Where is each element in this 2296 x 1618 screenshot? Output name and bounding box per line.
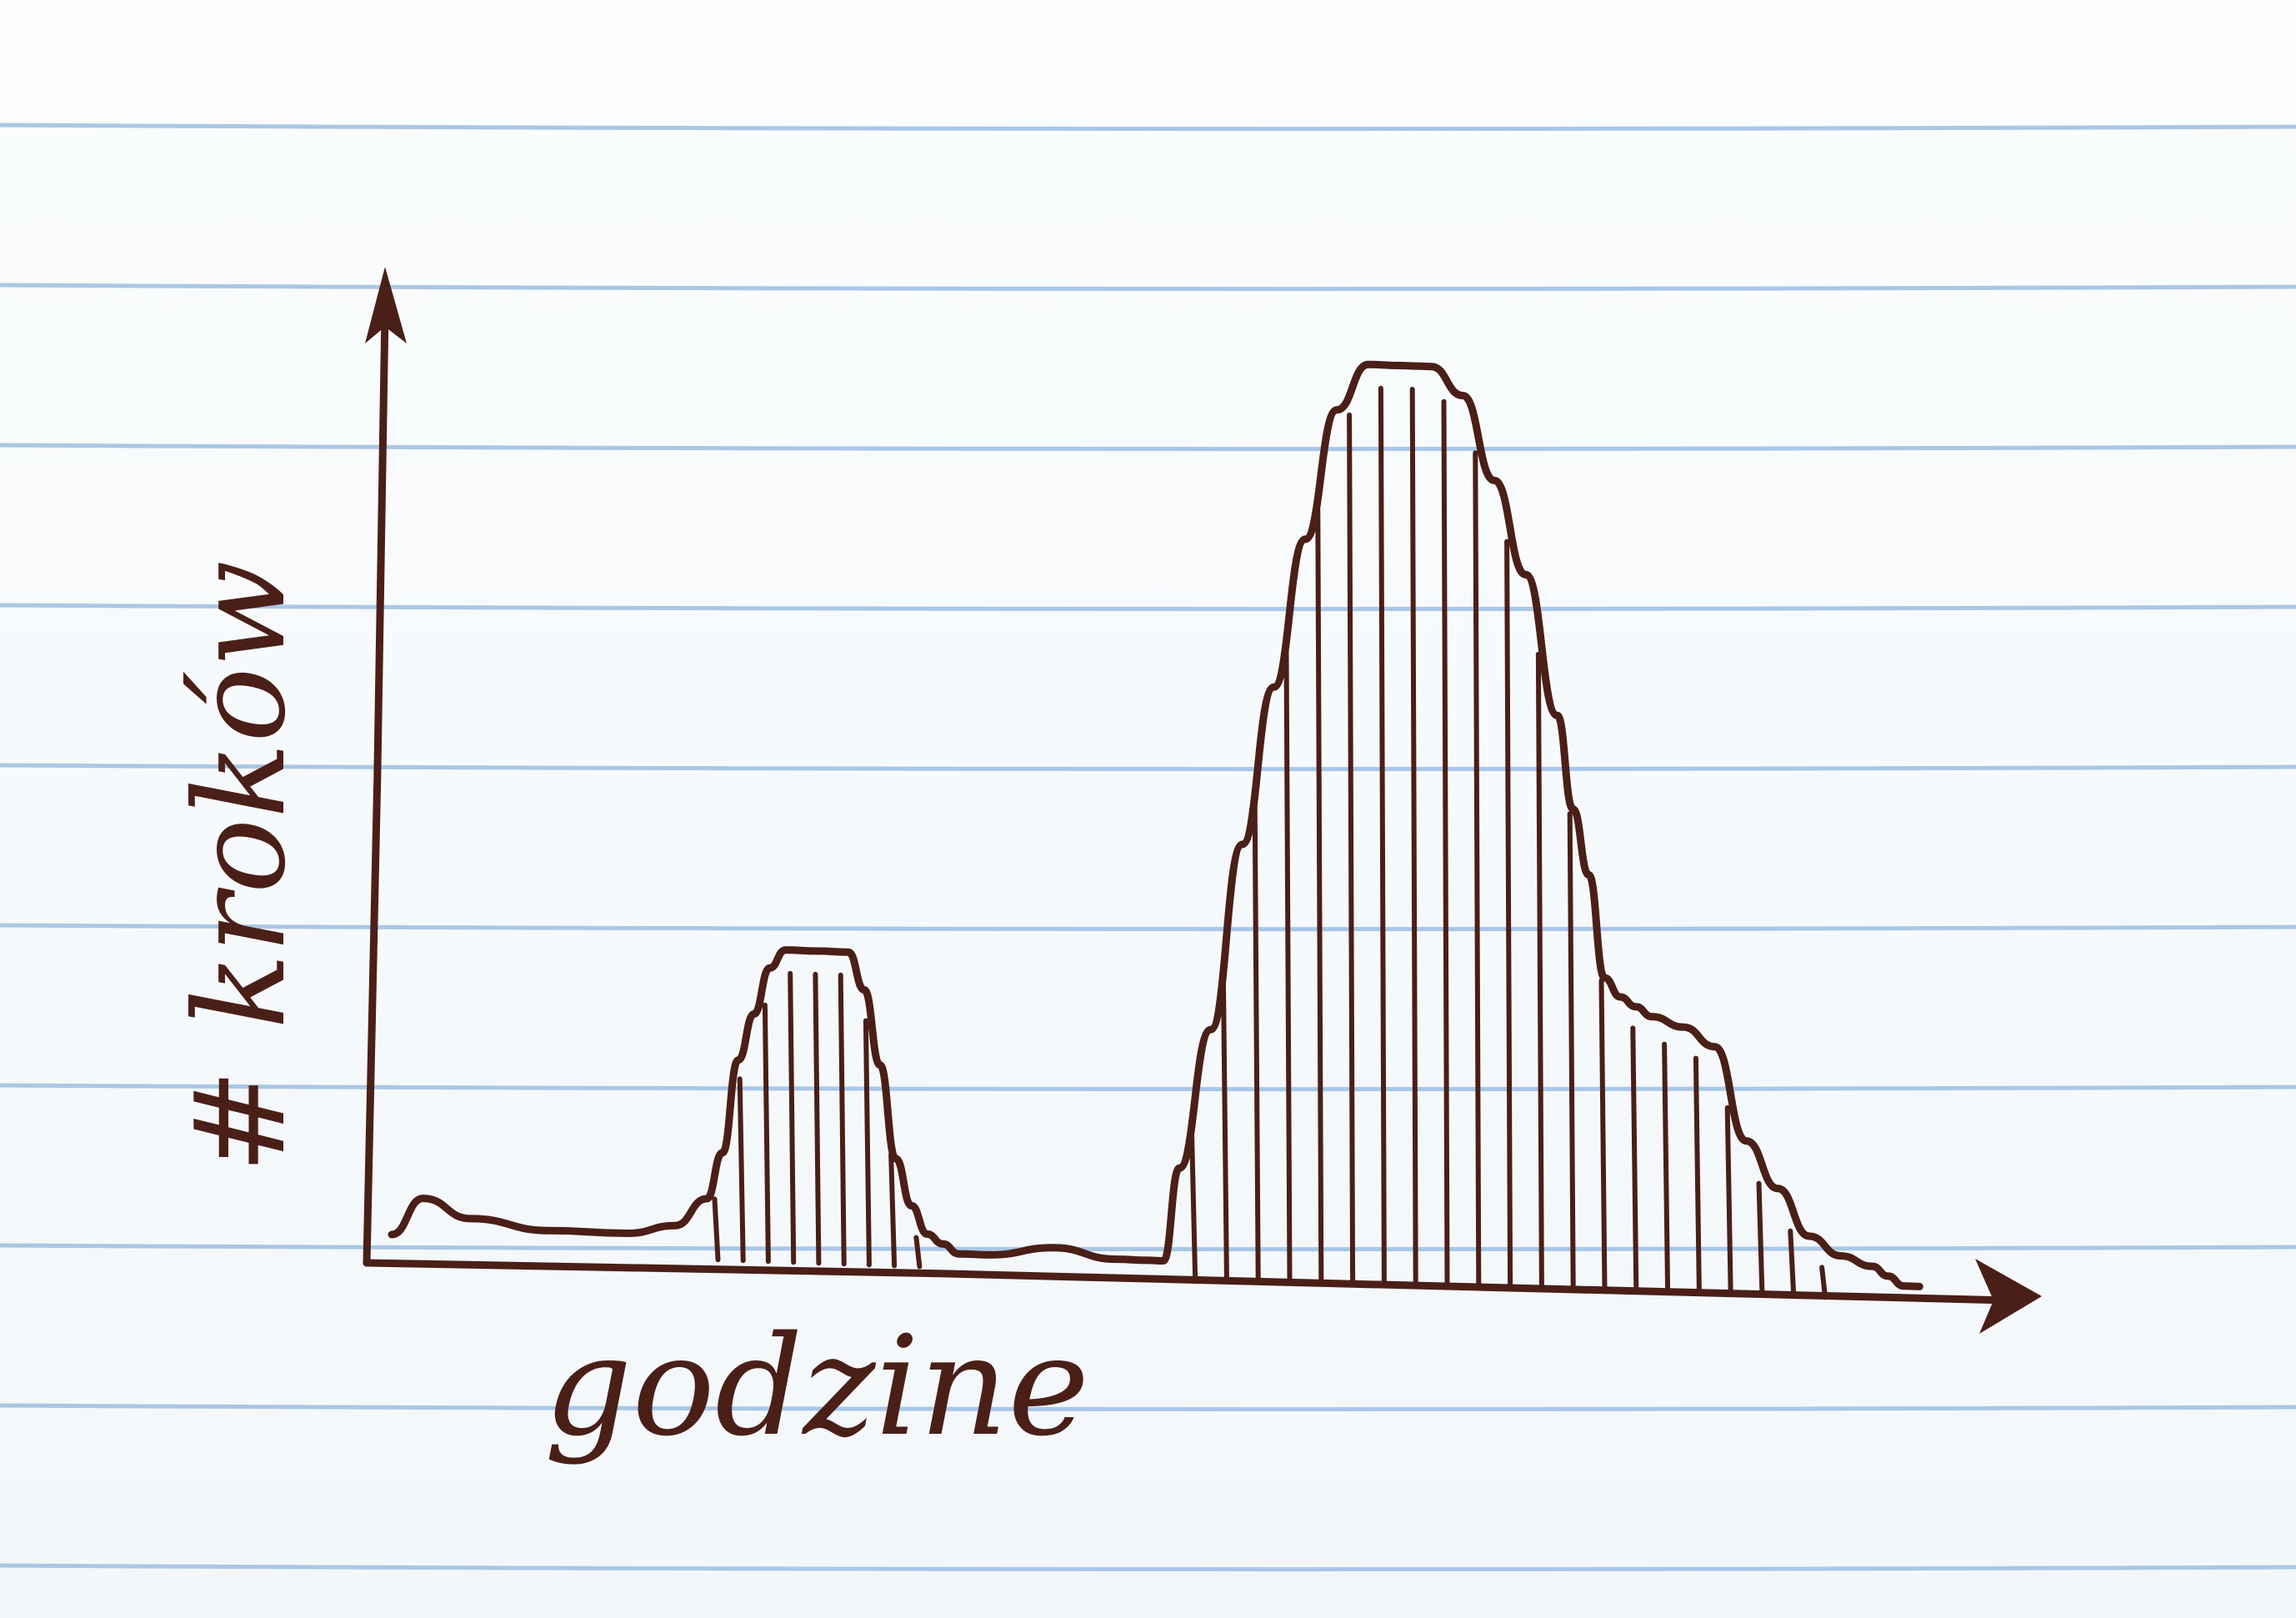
y-axis-arrowhead (365, 267, 407, 343)
hatch-line (1315, 508, 1324, 1283)
hatch-line (888, 1151, 898, 1269)
hatch-line (762, 1002, 771, 1265)
hatch-line (913, 1235, 923, 1270)
ruled-line (0, 1083, 2296, 1092)
hatch-line (1409, 387, 1418, 1286)
hatch-line (813, 971, 822, 1266)
ruled-line (0, 1563, 2296, 1572)
hatch-line (1347, 412, 1356, 1285)
hatch-line (1788, 1228, 1797, 1300)
y-axis-label: # kroków (168, 560, 313, 1174)
hatch-line (1567, 811, 1576, 1292)
ruled-line (0, 603, 2296, 612)
hatch-line (1693, 1055, 1702, 1296)
hatch-line (1252, 802, 1261, 1281)
ruled-line (0, 123, 2296, 132)
ruled-line (0, 923, 2296, 932)
hatch-line (1473, 450, 1482, 1289)
hatch-line (1378, 385, 1387, 1285)
hatch-line (1724, 1105, 1733, 1297)
ruled-line (0, 763, 2296, 772)
hatch-line (1504, 538, 1513, 1290)
hatch-line (1441, 398, 1450, 1287)
hatch-line (712, 1196, 721, 1263)
data-curve (388, 360, 1923, 1290)
notebook-ruled-lines (0, 123, 2296, 1572)
x-axis-label: godzine (544, 1306, 1089, 1466)
hatch-line (1283, 649, 1293, 1282)
hatch-line (788, 970, 797, 1265)
hatch-line (1598, 978, 1608, 1293)
ruled-line (0, 443, 2296, 452)
ruled-line (0, 1243, 2296, 1252)
x-axis-arrowhead (1975, 1259, 2042, 1334)
hatch-line (1630, 1025, 1639, 1294)
hatch-line (1756, 1180, 1765, 1298)
hatch-line (863, 1018, 872, 1268)
hatch-line (1662, 1041, 1671, 1295)
y-axis (363, 308, 389, 1267)
hatch-line (1535, 651, 1544, 1290)
ruled-line (0, 1403, 2296, 1412)
hatch-line (838, 972, 847, 1267)
ruled-line (0, 283, 2296, 292)
hatch-line (1220, 976, 1229, 1280)
area-hatching (712, 385, 1828, 1300)
hatch-line (1189, 1133, 1198, 1279)
hatch-line (737, 1076, 746, 1264)
x-axis (363, 1259, 2013, 1305)
